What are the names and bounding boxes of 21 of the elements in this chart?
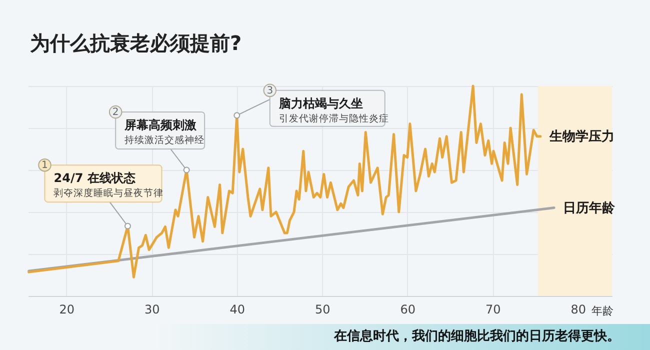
x-tick-label: 50 [314, 302, 330, 316]
annotation: 1 [42, 160, 48, 172]
annotation: 24/7 在线状态 [54, 171, 136, 186]
x-tick-label: 70 [486, 302, 501, 316]
x-tick-label: 80 [570, 302, 586, 316]
x-tick-label: 20 [59, 302, 75, 316]
x-axis-title: 年龄 [592, 304, 614, 318]
x-tick-label: 40 [230, 302, 246, 316]
annotation: 屏幕高频刺激 [124, 118, 198, 132]
chart-title: 为什么抗衰老必须提前? [30, 30, 242, 57]
x-tick-label: 30 [144, 302, 160, 316]
series-label: 生物学压力 [548, 129, 614, 144]
annotation: 剥夺深度睡眠与昼夜节律 [54, 187, 164, 200]
annotation: 脑力枯竭与久坐 [278, 96, 363, 110]
annotation: 引发代谢停滞与隐性炎症 [278, 112, 389, 124]
annotation: 3 [266, 85, 274, 96]
annotation: 持续激活交感神经 [124, 134, 205, 146]
series-label: 日历年龄 [563, 200, 616, 216]
annotation: 2 [112, 107, 119, 118]
text: 在信息时代，我们的细胞比我们的日历老得更快。 [334, 328, 620, 345]
x-tick-label: 60 [400, 302, 416, 316]
